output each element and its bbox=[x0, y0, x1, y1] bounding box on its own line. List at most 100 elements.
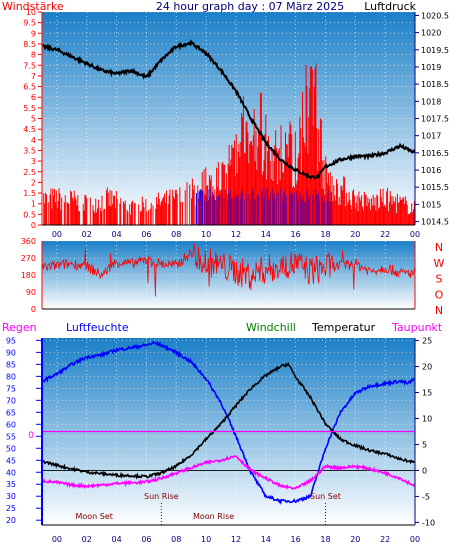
humidity-tick-label: 95 bbox=[6, 336, 16, 345]
humidity-tick-label: 30 bbox=[6, 492, 16, 501]
hour-tick-label: 18 bbox=[320, 535, 330, 544]
temperature-label: Temperatur bbox=[311, 321, 376, 334]
hour-tick-label: 22 bbox=[380, 535, 390, 544]
wind-tick-label: 4 bbox=[31, 136, 36, 145]
humidity-tick-label: 40 bbox=[6, 468, 16, 477]
temperature-humidity-panel: Sun Rise Sun Set Moon Set Moon Rise 0 20 25 3… bbox=[6, 336, 435, 544]
humidity-tick-label: 45 bbox=[6, 456, 16, 465]
wind-tick-label: 9.5 bbox=[23, 19, 36, 28]
wind-tick-label: 4.5 bbox=[23, 125, 36, 134]
wind-tick-label: 5.5 bbox=[23, 104, 36, 113]
hour-tick-label: 08 bbox=[171, 535, 181, 544]
hour-tick-label: 04 bbox=[112, 535, 122, 544]
sun-rise-label: Sun Rise bbox=[144, 492, 179, 501]
pressure-tick-label: 1019 bbox=[421, 63, 441, 72]
pressure-tick-label: 1016.5 bbox=[421, 149, 449, 158]
humidity-tick-label: 65 bbox=[6, 408, 16, 417]
wind-tick-label: 3.5 bbox=[23, 146, 36, 155]
direction-tick-label: 180 bbox=[21, 271, 36, 280]
hour-tick-label: 00 bbox=[52, 230, 62, 239]
wind-tick-label: 0.5 bbox=[23, 210, 36, 219]
humidity-tick-label: 35 bbox=[6, 480, 16, 489]
temperature-tick-label: 20 bbox=[422, 363, 432, 372]
rain-label: Regen bbox=[2, 321, 37, 334]
pressure-axis-title: Luftdruck bbox=[364, 0, 416, 13]
hour-tick-label: 06 bbox=[141, 230, 151, 239]
compass-label: W bbox=[434, 257, 445, 270]
temperature-tick-label: -10 bbox=[422, 518, 435, 527]
direction-tick-label: 90 bbox=[26, 288, 36, 297]
panel2-grid bbox=[42, 240, 416, 310]
hour-tick-label: 02 bbox=[82, 230, 92, 239]
humidity-tick-label: 80 bbox=[6, 372, 16, 381]
direction-degree-ticks: 0 90 180 270 360 bbox=[21, 237, 36, 314]
chart-title: 24 hour graph day : 07 März 2025 bbox=[156, 0, 344, 13]
pressure-tick-label: 1016 bbox=[421, 166, 441, 175]
wind-bars bbox=[42, 63, 415, 225]
humidity-tick-label: 60 bbox=[6, 420, 16, 429]
pressure-tick-label: 1017 bbox=[421, 132, 441, 141]
hour-tick-label: 04 bbox=[112, 230, 122, 239]
hour-tick-label: 14 bbox=[261, 535, 271, 544]
humidity-tick-label: 25 bbox=[6, 504, 16, 513]
hour-tick-label: 00 bbox=[52, 535, 62, 544]
direction-tick-label: 0 bbox=[31, 305, 36, 314]
humidity-tick-label: 85 bbox=[6, 360, 16, 369]
hour-tick-label: 16 bbox=[291, 535, 301, 544]
sun-moon-annotations: Sun Rise Sun Set Moon Set Moon Rise bbox=[75, 492, 341, 525]
humidity-tick-label: 70 bbox=[6, 396, 16, 405]
temperature-tick-label: 15 bbox=[422, 389, 432, 398]
hour-tick-label: 12 bbox=[231, 535, 241, 544]
humidity-tick-label: 75 bbox=[6, 384, 16, 393]
wind-tick-label: 2.5 bbox=[23, 168, 36, 177]
hour-tick-label: 22 bbox=[380, 230, 390, 239]
pressure-series-line bbox=[42, 39, 415, 180]
wind-axis-title: Windstärke bbox=[2, 0, 64, 13]
hour-tick-label: 10 bbox=[201, 535, 211, 544]
moon-rise-label: Moon Rise bbox=[193, 512, 234, 521]
pressure-tick-label: 1018.5 bbox=[421, 80, 449, 89]
direction-tick-label: 270 bbox=[21, 254, 36, 263]
temperature-tick-label: 5 bbox=[422, 440, 427, 449]
wind-tick-label: 10 bbox=[26, 8, 36, 17]
panel3-hour-ticks: 00 02 04 06 08 10 12 14 16 18 20 22 00 bbox=[52, 535, 420, 544]
wind-pressure-panel: 0 0.51 1.5 22.5 3 3.54 4.55 5.5 66.5 7 7.58 8.5 99.5… bbox=[23, 8, 449, 239]
wind-tick-label: 5 bbox=[31, 115, 36, 124]
humidity-label: Luftfeuchte bbox=[66, 321, 129, 334]
hour-tick-label: 00 bbox=[410, 230, 420, 239]
compass-label: N bbox=[435, 241, 443, 254]
pressure-tick-label: 1020 bbox=[421, 29, 441, 38]
hour-tick-label: 14 bbox=[261, 230, 271, 239]
humidity-ticks: 20 25 30 35 40 45 50 55 60 65 70 75 80 85 90 95 bbox=[6, 336, 42, 525]
compass-label: O bbox=[435, 288, 444, 301]
hour-tick-label: 06 bbox=[141, 535, 151, 544]
humidity-tick-label: 90 bbox=[6, 348, 16, 357]
panel3-grid bbox=[42, 338, 416, 525]
hour-tick-label: 12 bbox=[231, 230, 241, 239]
hour-tick-label: 20 bbox=[350, 230, 360, 239]
pressure-tick-label: 1014.5 bbox=[421, 218, 449, 227]
hour-tick-label: 16 bbox=[291, 230, 301, 239]
wind-tick-label: 6.5 bbox=[23, 83, 36, 92]
humidity-series-line bbox=[42, 340, 415, 505]
sun-set-label: Sun Set bbox=[310, 492, 341, 501]
pressure-ticks: 1014.5 1015 1015.5 1016 1016.5 1017 1017.5 1018… bbox=[415, 11, 449, 227]
temperature-tick-label: 25 bbox=[422, 337, 432, 346]
pressure-tick-label: 1019.5 bbox=[421, 46, 449, 55]
wind-tick-label: 8.5 bbox=[23, 40, 36, 49]
wind-ticks: 0 0.51 1.5 22.5 3 3.54 4.55 5.5 66.5 7 7.58 8.5 99.5… bbox=[23, 8, 42, 230]
wind-tick-label: 1 bbox=[31, 200, 36, 209]
hour-tick-label: 18 bbox=[320, 230, 330, 239]
panel1-hour-ticks: 00 02 04 06 08 10 12 14 16 18 20 22 00 bbox=[52, 230, 420, 239]
wind-tick-label: 2 bbox=[31, 178, 36, 187]
temperature-series-line bbox=[42, 361, 415, 480]
pressure-tick-label: 1015.5 bbox=[421, 183, 449, 192]
wind-tick-label: 7 bbox=[31, 72, 36, 81]
pressure-tick-label: 1020.5 bbox=[421, 11, 449, 20]
humidity-tick-label: 20 bbox=[6, 516, 16, 525]
moon-set-label: Moon Set bbox=[75, 512, 112, 521]
wind-direction-series-line bbox=[42, 242, 415, 297]
compass-label: N bbox=[435, 304, 443, 317]
